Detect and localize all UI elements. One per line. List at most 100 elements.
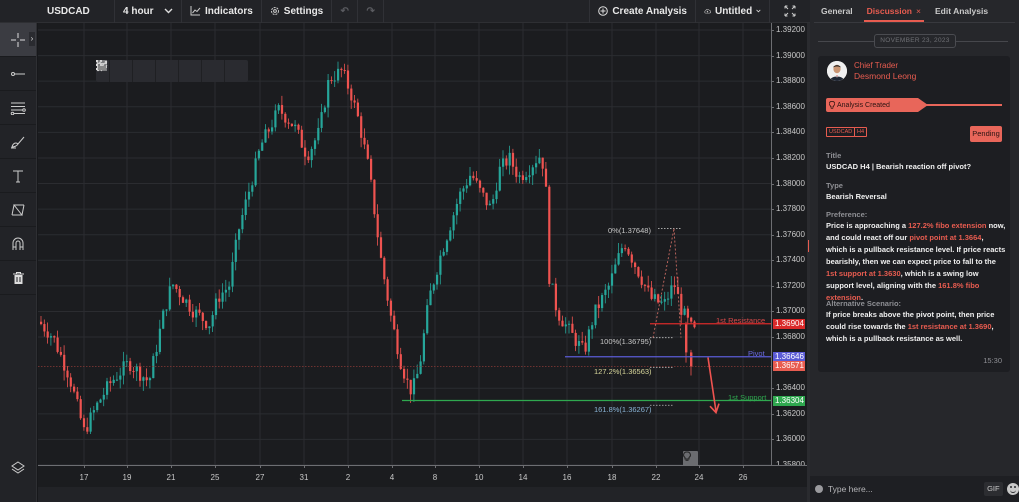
idea-button[interactable] xyxy=(683,451,698,466)
time-label: 4 xyxy=(389,473,395,482)
fullscreen-icon xyxy=(784,5,796,17)
symbol-selector[interactable]: USDCAD xyxy=(37,0,115,23)
support-line-label: 1st Support xyxy=(728,393,767,402)
preference-field-label: Preference: xyxy=(826,210,868,219)
price-label: 1.37400 xyxy=(776,255,805,265)
gif-button[interactable]: GIF xyxy=(983,482,1004,496)
tab-edit-analysis[interactable]: Edit Analysis xyxy=(928,0,995,23)
time-label: 21 xyxy=(166,473,176,482)
settings-button[interactable]: Settings xyxy=(262,0,333,23)
fib-100-label: 100%(1.36795) xyxy=(600,337,652,346)
create-analysis-button[interactable]: Create Analysis xyxy=(590,0,696,23)
lightbulb-icon xyxy=(683,451,691,461)
price-label: 1.37600 xyxy=(776,229,805,239)
highlight-pivot: pivot point at 1.3664 xyxy=(909,233,982,242)
tool-crosshair[interactable]: › xyxy=(0,23,36,57)
tool-parallel-lines[interactable] xyxy=(0,91,36,125)
chevron-down-icon xyxy=(164,8,173,14)
timeframe-chip: H4 xyxy=(854,127,868,137)
discussion-message: Chief Trader Desmond Leong Analysis Crea… xyxy=(818,56,1010,372)
date-separator: NOVEMBER 23, 2023 xyxy=(818,34,1008,48)
redo-button[interactable]: ↷ xyxy=(358,0,385,23)
panel-divider[interactable] xyxy=(807,23,810,502)
fib-127-label: 127.2%(1.36563) xyxy=(594,367,652,376)
time-tick xyxy=(84,465,85,468)
price-chart[interactable]: 0%(1.37648) 100%(1.36795) 127.2%(1.36563… xyxy=(38,23,771,466)
tab-label: General xyxy=(821,6,853,16)
analysis-title: USDCAD H4 | Bearish reaction off pivot? xyxy=(826,162,972,171)
segment-tool-button[interactable] xyxy=(96,60,156,82)
time-tick xyxy=(567,465,568,468)
symbol-chip: USDCAD xyxy=(826,127,856,137)
fib-0-label: 0%(1.37648) xyxy=(608,226,651,235)
price-axis[interactable]: 1.39200 1.39000 1.38800 1.38600 1.38400 1.382… xyxy=(771,23,807,469)
tool-magnet[interactable] xyxy=(0,227,36,261)
tab-general[interactable]: General xyxy=(814,0,860,23)
close-tab-icon[interactable]: × xyxy=(916,6,921,16)
price-tick xyxy=(771,132,774,134)
parallel-channel-tool-button[interactable] xyxy=(96,60,202,82)
price-tick xyxy=(771,234,774,236)
top-toolbar: USDCAD 4 hour Indicators Settings ↶ ↷ Cr… xyxy=(0,0,810,23)
analysis-created-event: Analysis Created xyxy=(826,98,918,112)
tool-horizontal-line[interactable] xyxy=(0,57,36,91)
settings-label: Settings xyxy=(283,5,324,17)
chart-annotations: 0%(1.37648) 100%(1.36795) 127.2%(1.36563… xyxy=(594,226,767,414)
price-label: 1.38600 xyxy=(776,101,805,111)
add-attachment-icon[interactable] xyxy=(815,485,823,493)
undo-button[interactable]: ↶ xyxy=(332,0,359,23)
time-tick xyxy=(215,465,216,468)
message-input[interactable] xyxy=(827,484,976,494)
time-axis[interactable]: 17 19 21 25 27 31 2 4 8 10 14 16 18 22 24 26 xyxy=(38,465,807,487)
price-tick xyxy=(771,81,774,83)
pivot-price-badge: 1.36646 xyxy=(773,351,805,362)
layout-name: Untitled xyxy=(714,5,753,17)
fib-extension-tool-button[interactable] xyxy=(96,60,248,82)
time-tick xyxy=(743,465,744,468)
interval-selector[interactable]: 4 hour xyxy=(115,0,182,23)
tool-pattern[interactable] xyxy=(0,193,36,227)
time-label: 16 xyxy=(562,473,572,482)
time-tick xyxy=(699,465,700,468)
trend-line-tool-button[interactable] xyxy=(97,60,179,82)
text-segment: , which is a swing low support level, al… xyxy=(826,269,979,290)
alternative-text: If price breaks above the pivot point, t… xyxy=(826,309,1006,345)
interval-label: 4 hour xyxy=(123,5,154,17)
tool-brush[interactable] xyxy=(0,125,36,159)
ray-tool-button[interactable] xyxy=(96,60,133,82)
layers-button[interactable] xyxy=(0,456,36,480)
indicators-button[interactable]: Indicators xyxy=(182,0,262,23)
highlight-support: 1st support at 1.3630 xyxy=(826,269,901,278)
resistance-price-badge: 1.36904 xyxy=(773,318,805,329)
price-label: 1.36000 xyxy=(776,434,805,444)
expand-tools-chevron-icon[interactable]: › xyxy=(29,32,35,46)
emoji-icon[interactable] xyxy=(1007,483,1019,495)
plus-circle-icon xyxy=(598,6,609,16)
drawing-tools-sidebar: › xyxy=(0,23,37,502)
price-tick xyxy=(771,413,774,415)
tool-text[interactable] xyxy=(0,159,36,193)
panel-tabs: General Discussion × Edit Analysis xyxy=(814,0,1015,23)
tool-delete[interactable] xyxy=(0,261,36,295)
tab-discussion[interactable]: Discussion × xyxy=(860,0,928,23)
time-label: 25 xyxy=(210,473,220,482)
bottom-strip xyxy=(38,487,810,502)
price-tick xyxy=(771,106,774,108)
price-tick xyxy=(771,30,774,31)
title-field-label: Title xyxy=(826,151,842,160)
avatar-image xyxy=(827,61,847,81)
event-timeline xyxy=(926,104,1002,106)
toolbar-spacer xyxy=(0,0,37,23)
time-tick xyxy=(260,465,261,468)
toolbar-spacer xyxy=(384,0,591,23)
time-label: 27 xyxy=(255,473,265,482)
symbol-label: USDCAD xyxy=(47,5,90,17)
layout-selector[interactable]: Untitled xyxy=(696,0,770,23)
fib-161-label: 161.8%(1.36267) xyxy=(594,405,652,414)
tab-label: Edit Analysis xyxy=(934,6,989,16)
fib-retracement-tool-button[interactable] xyxy=(97,60,225,82)
text-segment: , which is a pullback resistance as well… xyxy=(826,322,994,343)
parallel-lines-icon xyxy=(10,102,26,115)
candlestick-chart[interactable] xyxy=(38,23,771,465)
fullscreen-button[interactable] xyxy=(770,0,810,23)
